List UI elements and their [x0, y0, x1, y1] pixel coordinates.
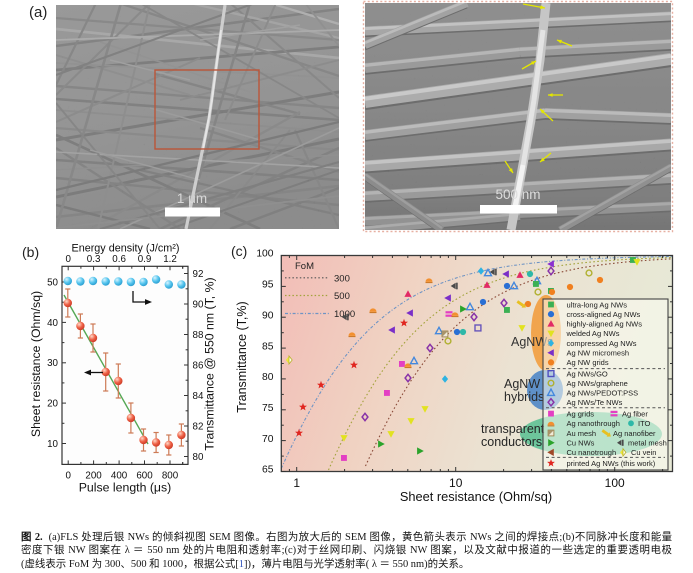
svg-text:88: 88: [193, 330, 204, 341]
svg-text:600: 600: [136, 471, 153, 482]
svg-text:Energy density (J/cm²): Energy density (J/cm²): [72, 243, 180, 255]
svg-text:0.6: 0.6: [112, 254, 126, 265]
svg-text:Ag NWs/Te NWs: Ag NWs/Te NWs: [567, 398, 623, 407]
svg-text:10: 10: [449, 476, 463, 490]
svg-text:Transmittance (T,%): Transmittance (T,%): [235, 301, 249, 412]
svg-text:200: 200: [85, 471, 102, 482]
svg-text:ITO: ITO: [638, 419, 651, 428]
svg-text:AgNW: AgNW: [504, 377, 540, 391]
svg-text:400: 400: [111, 471, 128, 482]
svg-text:0.3: 0.3: [87, 254, 101, 265]
svg-text:Sheet resistance (Ohm/sq): Sheet resistance (Ohm/sq): [29, 291, 43, 437]
svg-text:Ag nanothrough: Ag nanothrough: [567, 419, 620, 428]
svg-text:100: 100: [256, 249, 273, 260]
svg-text:conductors: conductors: [481, 435, 542, 449]
svg-text:Ag NW micromesh: Ag NW micromesh: [567, 349, 630, 358]
svg-text:10: 10: [47, 439, 58, 450]
svg-text:cross-aligned Ag NWs: cross-aligned Ag NWs: [567, 310, 641, 319]
svg-text:80: 80: [262, 372, 274, 383]
svg-text:1: 1: [293, 476, 300, 490]
svg-text:Cu NWs: Cu NWs: [567, 439, 595, 448]
svg-text:Ag NWs/graphene: Ag NWs/graphene: [567, 379, 628, 388]
svg-text:Ag NW grids: Ag NW grids: [567, 358, 609, 367]
svg-text:1 μm: 1 μm: [177, 191, 207, 206]
svg-text:95: 95: [262, 280, 274, 291]
svg-text:Pulse length (μs): Pulse length (μs): [79, 481, 172, 495]
svg-text:Ag fiber: Ag fiber: [622, 409, 648, 418]
svg-text:300: 300: [334, 274, 350, 285]
svg-text:75: 75: [262, 403, 274, 414]
svg-text:500 nm: 500 nm: [495, 187, 540, 202]
svg-text:Ag grids: Ag grids: [567, 409, 595, 418]
svg-text:80: 80: [193, 452, 204, 463]
svg-text:85: 85: [262, 341, 274, 352]
svg-text:(a): (a): [29, 4, 47, 21]
svg-text:ultra-long Ag NWs: ultra-long Ag NWs: [567, 300, 628, 309]
svg-text:0: 0: [65, 254, 71, 265]
svg-text:Ag NWs/PEDOT:PSS: Ag NWs/PEDOT:PSS: [567, 389, 639, 398]
svg-text:printed Ag NWs (this work): printed Ag NWs (this work): [567, 459, 656, 468]
svg-text:Au mesh: Au mesh: [567, 429, 597, 438]
svg-text:20: 20: [47, 399, 58, 410]
svg-text:hybrids: hybrids: [504, 390, 544, 404]
svg-text:highly-aligned Ag NWs: highly-aligned Ag NWs: [567, 320, 643, 329]
svg-text:100: 100: [605, 476, 625, 490]
svg-text:0: 0: [65, 471, 71, 482]
svg-text:90: 90: [193, 299, 204, 310]
svg-text:90: 90: [262, 310, 274, 321]
svg-text:(b): (b): [22, 244, 39, 260]
svg-text:welded Ag NWs: welded Ag NWs: [566, 329, 620, 338]
svg-text:Ag nanofiber: Ag nanofiber: [613, 429, 656, 438]
svg-text:Transmittance @ 550 nm (T, %): Transmittance @ 550 nm (T, %): [203, 277, 217, 450]
svg-text:84: 84: [193, 391, 204, 402]
svg-text:transparent: transparent: [481, 422, 545, 436]
svg-text:800: 800: [162, 471, 179, 482]
svg-text:compressed Ag NWs: compressed Ag NWs: [567, 339, 637, 348]
svg-text:86: 86: [193, 360, 204, 371]
svg-text:92: 92: [193, 269, 204, 280]
svg-text:70: 70: [262, 434, 274, 445]
svg-text:30: 30: [47, 358, 58, 369]
svg-text:40: 40: [47, 318, 58, 329]
svg-text:0.9: 0.9: [138, 254, 152, 265]
svg-text:metal mesh: metal mesh: [628, 439, 667, 448]
svg-text:65: 65: [262, 465, 274, 476]
svg-text:50: 50: [47, 277, 58, 288]
svg-text:Cu nanotrough: Cu nanotrough: [567, 448, 617, 457]
svg-text:Cu vein: Cu vein: [631, 448, 656, 457]
svg-text:1000: 1000: [334, 309, 355, 320]
svg-text:Sheet resistance (Ohm/sq): Sheet resistance (Ohm/sq): [400, 489, 552, 504]
svg-text:1.2: 1.2: [163, 254, 177, 265]
svg-text:FoM: FoM: [295, 261, 314, 272]
svg-text:82: 82: [193, 421, 204, 432]
svg-text:Ag NWs/GO: Ag NWs/GO: [567, 369, 608, 378]
svg-text:500: 500: [334, 291, 350, 302]
svg-text:(c): (c): [231, 243, 247, 259]
